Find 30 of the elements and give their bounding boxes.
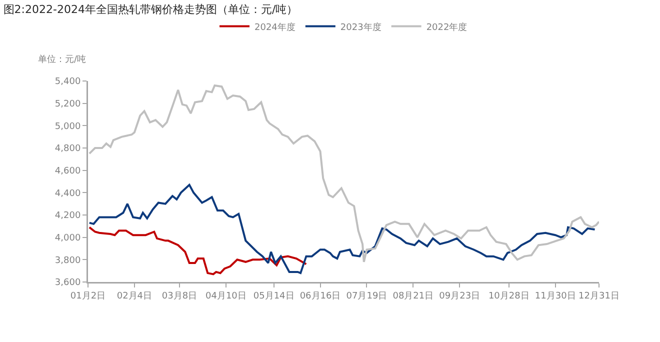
y-tick-label: 4,200 (54, 211, 81, 222)
x-tick-label: 11月30日 (534, 291, 576, 302)
x-tick-label: 06月16日 (300, 291, 341, 302)
x-tick-label: 09月23日 (439, 291, 480, 302)
y-tick-label: 5,200 (54, 99, 81, 110)
x-tick-label: 10月28日 (488, 291, 530, 302)
x-tick-label: 12月31日 (578, 291, 620, 302)
line-series (88, 84, 599, 263)
x-tick-label: 01月2日 (70, 291, 106, 302)
y-tick-label: 3,600 (54, 278, 81, 288)
x-tick-label: 05月14日 (253, 291, 294, 302)
x-tick-label: 07月19日 (346, 291, 388, 302)
y-tick-label: 5,400 (54, 77, 81, 88)
chart-title: 图2:2022-2024年全国热轧带钢价格走势图（单位：元/吨） (3, 2, 298, 16)
y-tick-label: 4,000 (54, 233, 81, 244)
y-tick-label: 4,600 (54, 166, 81, 176)
x-tick-label: 08月21日 (392, 291, 434, 302)
line-series (88, 226, 308, 276)
y-axis-title: 单位：元/吨 (38, 54, 86, 65)
y-tick-label: 5,000 (54, 122, 81, 132)
x-tick-label: 03月8日 (162, 291, 198, 302)
y-tick-label: 4,400 (54, 188, 81, 199)
legend-label: 2024年度 (254, 22, 296, 33)
y-tick-label: 4,800 (54, 144, 81, 154)
x-tick-label: 04月10日 (206, 291, 246, 302)
line-series (88, 184, 596, 274)
x-tick-label: 02月4日 (116, 291, 152, 302)
legend-label: 2022年度 (426, 22, 468, 33)
y-tick-label: 3,800 (54, 256, 81, 266)
legend-label: 2023年度 (340, 22, 382, 33)
